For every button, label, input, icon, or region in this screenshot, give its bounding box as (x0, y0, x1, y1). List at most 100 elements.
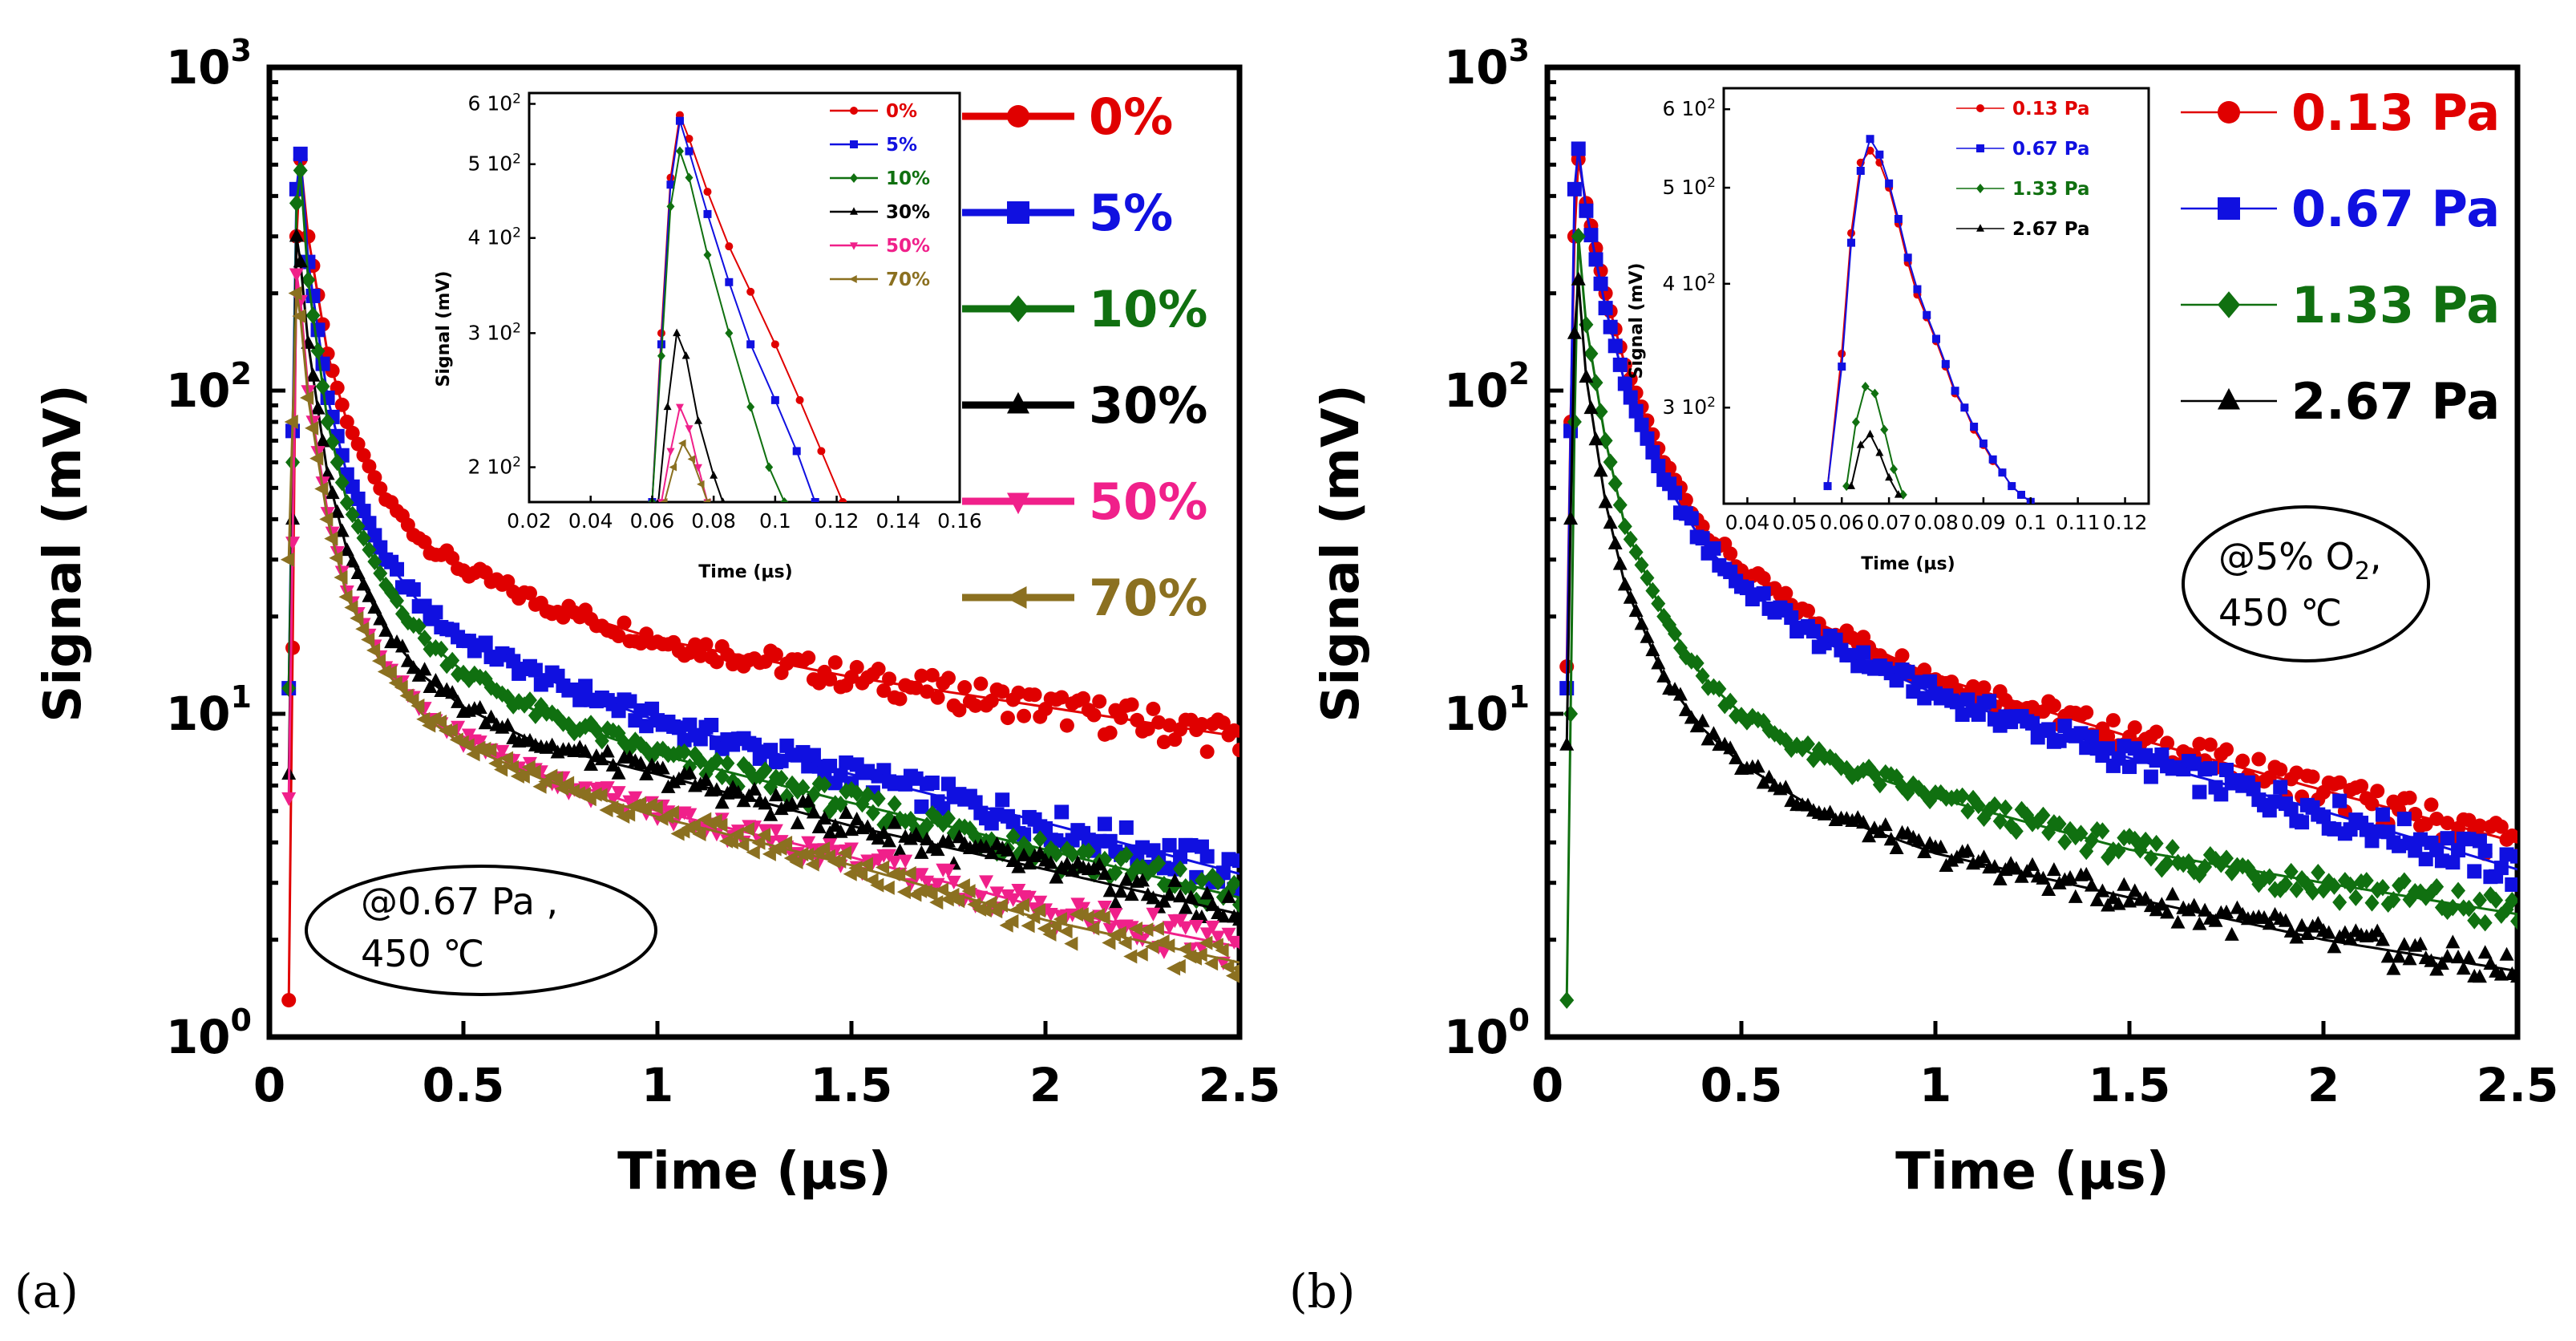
data-point (805, 857, 819, 872)
data-point (1199, 744, 1215, 760)
data-point (957, 680, 973, 695)
data-point (605, 722, 621, 740)
data-point (795, 395, 804, 404)
legend-label: 70% (1089, 569, 1207, 627)
data-point (1162, 887, 1177, 901)
data-point (887, 815, 902, 829)
data-point (1623, 390, 1638, 405)
data-point (1161, 938, 1175, 954)
data-point (1194, 871, 1209, 889)
data-point (1866, 429, 1874, 438)
data-point (394, 679, 408, 695)
data-point (1583, 400, 1599, 415)
data-point (2451, 950, 2466, 964)
data-point (2493, 966, 2509, 981)
data-point (406, 660, 421, 675)
data-point (1059, 718, 1074, 733)
data-point (2138, 831, 2153, 849)
data-point (1232, 743, 1239, 758)
data-point (639, 766, 654, 780)
data-point (2165, 838, 2180, 857)
data-point (2202, 761, 2218, 776)
data-point (1092, 694, 1107, 709)
data-point (2510, 912, 2517, 930)
data-point (1579, 203, 1594, 218)
data-point (1917, 844, 1932, 859)
data-point (466, 747, 480, 762)
data-point (892, 843, 908, 857)
data-point (758, 761, 773, 779)
data-point (2295, 918, 2310, 932)
data-point (1027, 687, 1042, 703)
data-point (920, 831, 935, 846)
data-point (860, 819, 876, 833)
data-point (2424, 953, 2439, 967)
data-point (293, 161, 308, 180)
data-point (1102, 922, 1118, 937)
data-point (1603, 453, 1618, 471)
data-point (2095, 883, 2110, 897)
data-point (2165, 886, 2180, 901)
data-point (806, 804, 821, 819)
data-point (1684, 511, 1699, 526)
data-point (849, 659, 864, 675)
data-point (334, 473, 350, 492)
data-point (2413, 936, 2428, 950)
data-point (714, 817, 728, 833)
x-tick-label: 2 (2307, 1058, 2339, 1112)
data-point (789, 854, 803, 869)
data-point (1049, 869, 1064, 884)
data-point (1017, 847, 1032, 861)
data-point (622, 694, 637, 709)
data-point (334, 523, 350, 537)
data-point (285, 640, 301, 655)
legend-marker (850, 242, 858, 250)
data-point (876, 825, 892, 840)
data-point (451, 720, 466, 735)
x-tick-label: 0 (1531, 1058, 1563, 1112)
data-point (2008, 861, 2024, 875)
data-point (495, 744, 510, 759)
data-point (1571, 141, 1586, 156)
data-point (422, 718, 436, 733)
data-point (692, 827, 706, 842)
y-tick-base: 5 10 (468, 152, 513, 176)
data-point (811, 498, 819, 502)
series-10- (281, 161, 1239, 914)
data-point (334, 570, 348, 585)
data-point (1872, 824, 1887, 838)
data-point (1128, 922, 1143, 937)
data-point (660, 498, 668, 502)
data-point (1861, 382, 1870, 392)
inset-series-group-b (1823, 135, 2035, 504)
data-point (1617, 376, 1632, 391)
data-point (1723, 546, 1738, 561)
data-point (1124, 887, 1139, 901)
data-point (1092, 857, 1107, 871)
data-point (823, 672, 838, 687)
data-point (902, 865, 916, 881)
data-point (1199, 885, 1215, 900)
data-point (382, 665, 397, 680)
data-point (882, 833, 897, 848)
y-tick-label: 2 102 (468, 455, 522, 479)
data-point (677, 743, 692, 761)
data-point (703, 249, 712, 260)
data-point (1096, 910, 1110, 926)
data-point (951, 893, 965, 909)
data-point (898, 854, 913, 869)
data-point (350, 610, 364, 626)
data-point (309, 451, 324, 466)
data-point (406, 581, 421, 597)
data-point (1102, 725, 1118, 740)
data-point (1054, 804, 1070, 820)
data-point (390, 561, 405, 577)
annotation-line1-b-main: @5% O (2218, 535, 2355, 578)
data-point (1173, 849, 1188, 865)
data-point (1970, 423, 1979, 431)
data-point (594, 731, 609, 750)
data-point (1628, 602, 1644, 618)
data-point (611, 703, 626, 719)
data-point (1123, 949, 1138, 964)
